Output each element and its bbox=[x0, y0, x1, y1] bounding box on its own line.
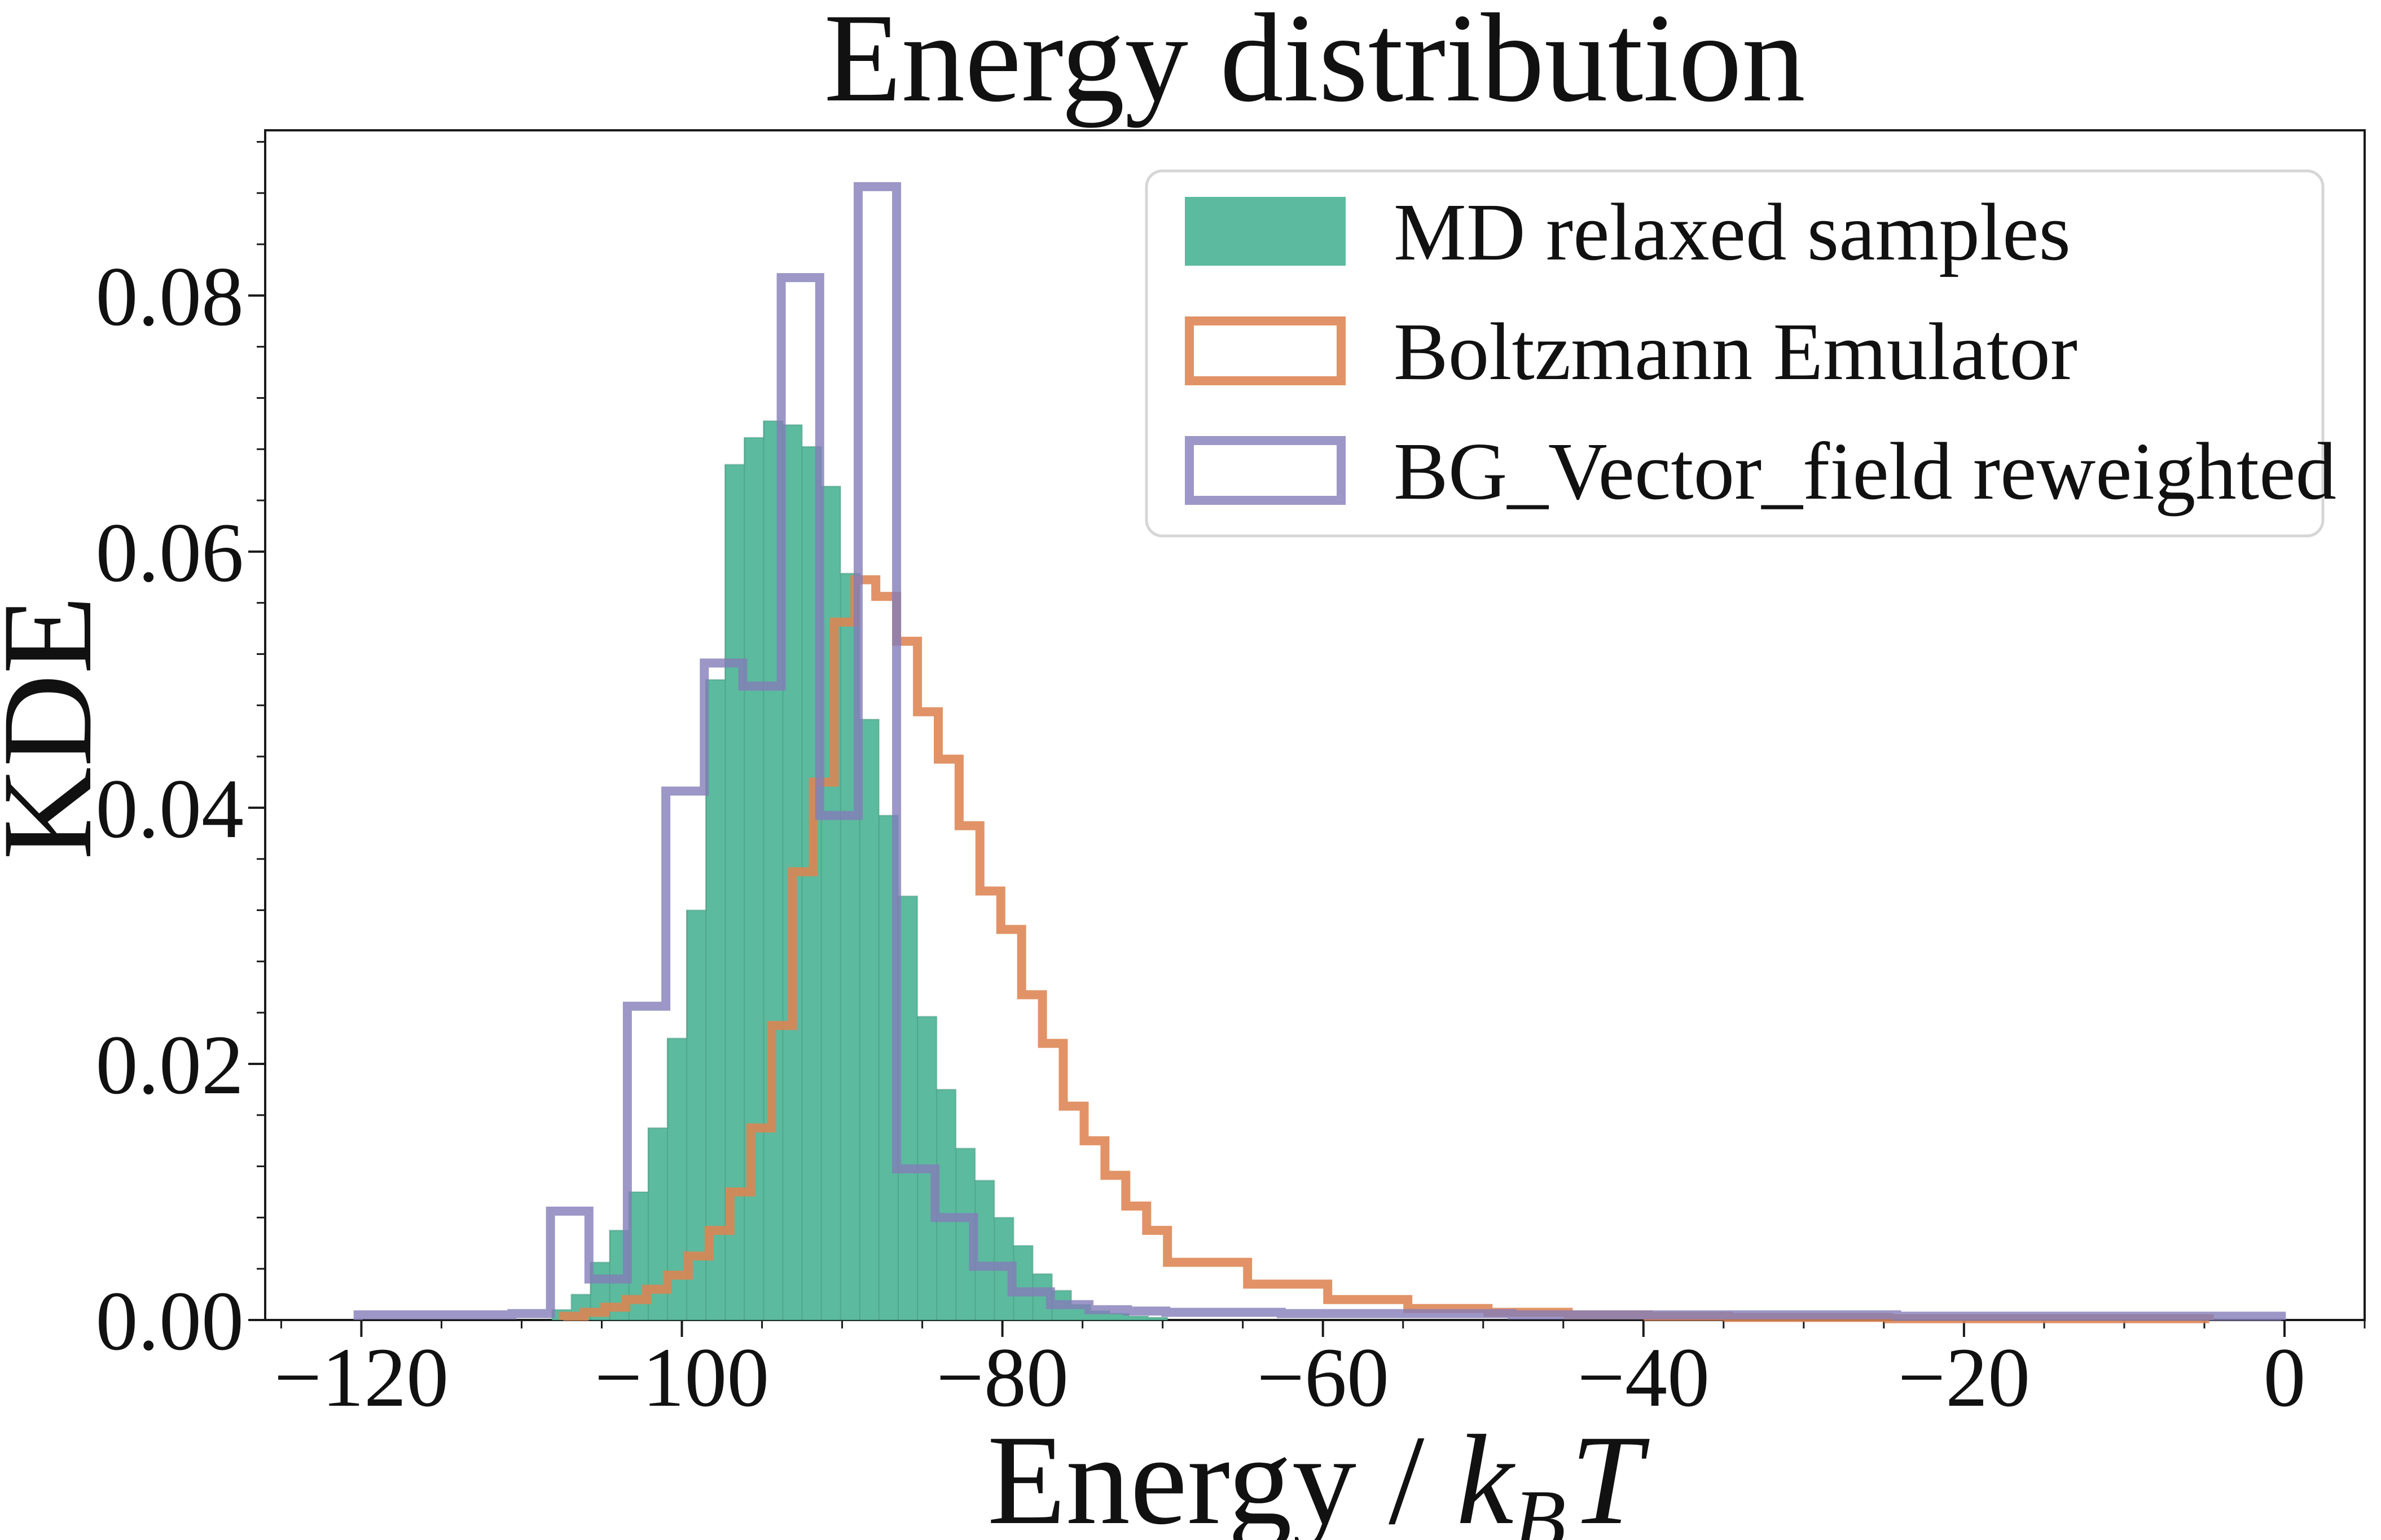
axis-ticks bbox=[248, 140, 2366, 1337]
y-tick-label: 0.08 bbox=[96, 250, 244, 344]
y-tick-label: 0.06 bbox=[96, 506, 244, 600]
x-tick-label: −80 bbox=[936, 1331, 1069, 1424]
x-tick-label: −40 bbox=[1577, 1331, 1710, 1424]
chart-title: Energy distribution bbox=[824, 0, 1805, 128]
x-axis-label-k: k bbox=[1456, 1409, 1515, 1540]
legend-swatch-step bbox=[1185, 436, 1346, 505]
x-tick-label: −120 bbox=[274, 1331, 449, 1424]
legend-swatch-step bbox=[1185, 316, 1346, 385]
series-step-bg-vector-field-reweighted bbox=[353, 182, 2286, 1321]
legend-label: Boltzmann Emulator bbox=[1394, 307, 2077, 397]
x-tick-label: −20 bbox=[1898, 1331, 2031, 1424]
x-tick-label: −100 bbox=[595, 1331, 770, 1424]
y-tick-label: 0.02 bbox=[96, 1018, 244, 1112]
x-tick-labels: −120 −100 −80 −60 −40 −20 0 bbox=[274, 1331, 2306, 1424]
x-tick-label: −60 bbox=[1257, 1331, 1389, 1424]
legend-swatch-filled bbox=[1185, 197, 1346, 266]
legend: MD relaxed samples Boltzmann Emulator BG_V… bbox=[1145, 169, 2336, 538]
x-axis-label: Energy / kBT bbox=[987, 1409, 1650, 1540]
y-tick-labels: 0.00 0.02 0.04 0.06 0.08 bbox=[96, 250, 244, 1368]
histogram-series bbox=[353, 182, 2286, 1323]
legend-box bbox=[1145, 169, 2325, 538]
x-axis-label-t: T bbox=[1570, 1409, 1650, 1540]
y-axis-label: KDE bbox=[0, 596, 118, 860]
y-tick-label: 0.00 bbox=[96, 1274, 244, 1368]
x-axis-label-sub-b: B bbox=[1514, 1472, 1566, 1540]
legend-label: MD relaxed samples bbox=[1394, 187, 2071, 278]
legend-label: BG_Vector_field reweighted bbox=[1394, 426, 2336, 517]
plot-border bbox=[264, 129, 2366, 1321]
y-tick-label: 0.04 bbox=[96, 762, 244, 856]
x-axis-label-prefix: Energy / bbox=[987, 1409, 1457, 1540]
x-tick-label: 0 bbox=[2263, 1331, 2305, 1424]
